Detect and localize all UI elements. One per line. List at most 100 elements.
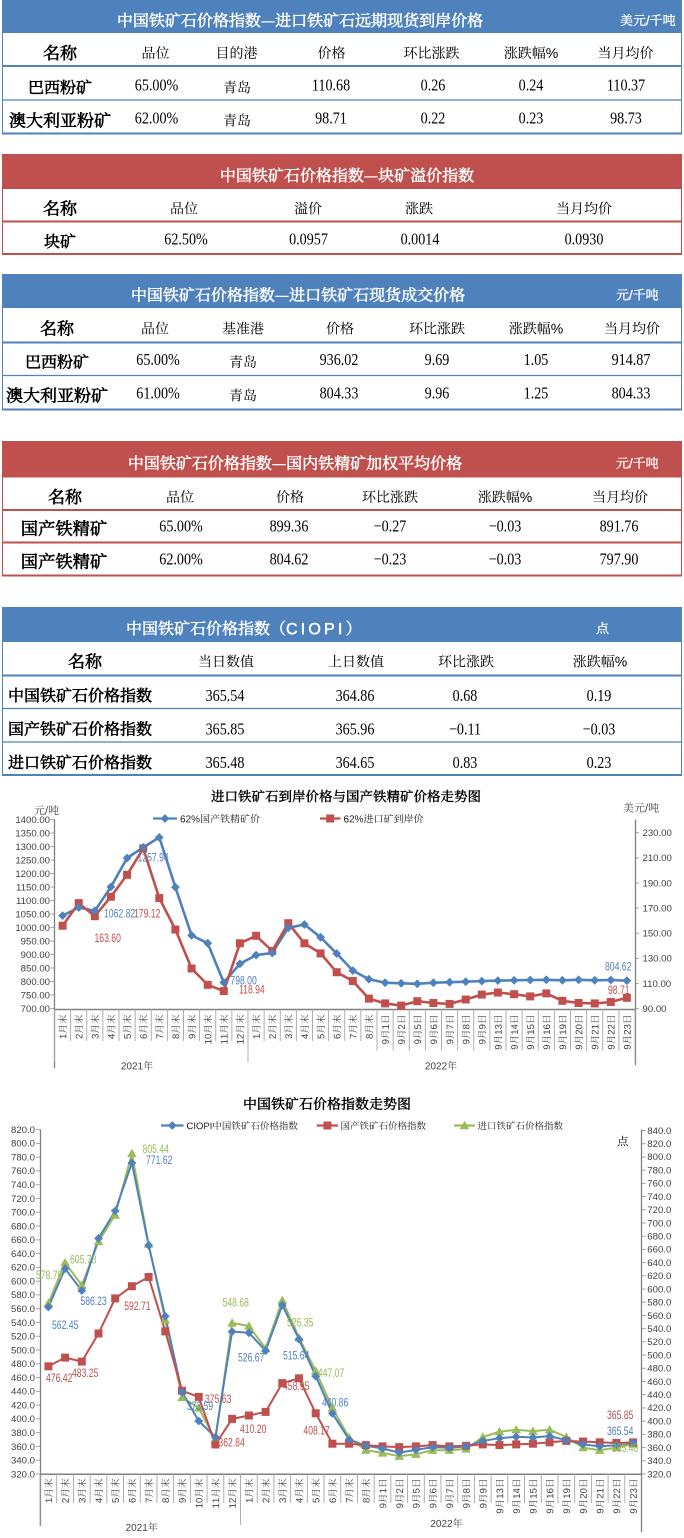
- svg-text:560.0: 560.0: [647, 1311, 671, 1322]
- svg-text:891.76: 891.76: [600, 518, 639, 536]
- svg-text:680.0: 680.0: [11, 1221, 35, 1232]
- svg-text:1.25: 1.25: [524, 385, 549, 403]
- svg-text:62.50%: 62.50%: [164, 231, 207, 249]
- svg-text:560.0: 560.0: [11, 1304, 35, 1315]
- svg-text:365.85: 365.85: [206, 721, 245, 739]
- svg-text:340.0: 340.0: [647, 1456, 671, 1467]
- svg-text:720.0: 720.0: [647, 1205, 671, 1216]
- svg-text:130.00: 130.00: [643, 954, 672, 965]
- svg-text:460.0: 460.0: [11, 1373, 35, 1384]
- svg-text:65.00%: 65.00%: [159, 518, 202, 536]
- svg-text:62.00%: 62.00%: [135, 110, 178, 128]
- svg-text:520.0: 520.0: [647, 1337, 671, 1348]
- svg-text:0.0014: 0.0014: [401, 231, 440, 249]
- svg-text:110.68: 110.68: [312, 77, 350, 95]
- svg-text:620.0: 620.0: [11, 1263, 35, 1274]
- svg-text:700.0: 700.0: [647, 1218, 671, 1229]
- svg-text:420.0: 420.0: [647, 1403, 671, 1414]
- svg-text:800.0: 800.0: [647, 1152, 671, 1163]
- svg-text:380.0: 380.0: [647, 1430, 671, 1441]
- svg-text:0.22: 0.22: [421, 110, 446, 128]
- svg-text:820.0: 820.0: [647, 1139, 671, 1150]
- svg-text:360.0: 360.0: [647, 1443, 671, 1454]
- svg-text:1257.94: 1257.94: [138, 853, 169, 865]
- svg-text:98.71: 98.71: [608, 985, 630, 997]
- svg-text:190.00: 190.00: [643, 878, 672, 889]
- svg-text:914.87: 914.87: [612, 351, 651, 369]
- svg-text:98.71: 98.71: [315, 110, 347, 128]
- svg-text:1.05: 1.05: [524, 351, 549, 369]
- svg-text:400.0: 400.0: [11, 1414, 35, 1425]
- svg-text:320.0: 320.0: [11, 1469, 35, 1480]
- svg-text:440.0: 440.0: [11, 1387, 35, 1398]
- svg-text:780.0: 780.0: [11, 1152, 35, 1163]
- svg-text:936.02: 936.02: [320, 351, 359, 369]
- svg-text:110.37: 110.37: [607, 77, 645, 95]
- svg-text:0.26: 0.26: [421, 77, 446, 95]
- svg-text:515.64: 515.64: [283, 1350, 310, 1362]
- svg-text:1250.00: 1250.00: [15, 855, 50, 866]
- svg-text:0.0930: 0.0930: [565, 231, 604, 249]
- svg-text:1400.00: 1400.00: [15, 815, 50, 826]
- svg-text:760.0: 760.0: [11, 1166, 35, 1177]
- svg-text:800.00: 800.00: [21, 977, 50, 988]
- svg-text:1050.00: 1050.00: [15, 909, 50, 920]
- svg-text:720.0: 720.0: [11, 1194, 35, 1205]
- svg-text:798.00: 798.00: [230, 975, 257, 987]
- svg-text:540.0: 540.0: [11, 1318, 35, 1329]
- svg-text:804.62: 804.62: [270, 551, 309, 569]
- svg-text:373.59: 373.59: [187, 1401, 214, 1413]
- svg-text:440.0: 440.0: [647, 1390, 671, 1401]
- svg-text:320.0: 320.0: [647, 1469, 671, 1480]
- svg-text:600.0: 600.0: [647, 1284, 671, 1295]
- svg-text:548.68: 548.68: [223, 1298, 250, 1310]
- svg-text:805.44: 805.44: [143, 1144, 170, 1156]
- svg-text:365.48: 365.48: [612, 1443, 639, 1455]
- svg-text:680.0: 680.0: [647, 1231, 671, 1242]
- svg-text:420.0: 420.0: [11, 1400, 35, 1411]
- svg-text:520.0: 520.0: [11, 1332, 35, 1343]
- svg-text:476.42: 476.42: [46, 1373, 73, 1385]
- svg-text:408.17: 408.17: [303, 1425, 330, 1437]
- svg-text:447.07: 447.07: [318, 1368, 345, 1380]
- svg-text:500.0: 500.0: [11, 1345, 35, 1356]
- svg-text:365.85: 365.85: [607, 1410, 634, 1422]
- svg-text:380.0: 380.0: [11, 1428, 35, 1439]
- svg-text:620.0: 620.0: [647, 1271, 671, 1282]
- svg-text:−0.23: −0.23: [374, 551, 407, 569]
- svg-text:700.0: 700.0: [11, 1208, 35, 1219]
- svg-text:170.00: 170.00: [643, 903, 672, 914]
- svg-text:578.76: 578.76: [36, 1270, 63, 1282]
- svg-text:1300.00: 1300.00: [15, 842, 50, 853]
- svg-text:460.0: 460.0: [647, 1377, 671, 1388]
- svg-text:0.68: 0.68: [453, 687, 478, 705]
- svg-text:1000.00: 1000.00: [15, 923, 50, 934]
- svg-text:365.54: 365.54: [206, 687, 245, 705]
- svg-text:1150.00: 1150.00: [16, 882, 50, 893]
- svg-text:526.35: 526.35: [287, 1318, 314, 1330]
- svg-text:1062.82: 1062.82: [104, 909, 135, 921]
- svg-text:640.0: 640.0: [647, 1258, 671, 1269]
- svg-text:740.0: 740.0: [647, 1192, 671, 1203]
- svg-text:771.62: 771.62: [146, 1155, 173, 1167]
- svg-text:62.00%: 62.00%: [159, 551, 202, 569]
- svg-text:660.0: 660.0: [647, 1245, 671, 1256]
- svg-text:458.95: 458.95: [283, 1381, 310, 1393]
- svg-text:0.23: 0.23: [587, 754, 612, 772]
- svg-text:179.12: 179.12: [134, 909, 161, 921]
- svg-text:0.19: 0.19: [587, 687, 612, 705]
- svg-text:−0.11: −0.11: [449, 721, 481, 739]
- svg-text:−0.03: −0.03: [489, 518, 522, 536]
- svg-text:65.00%: 65.00%: [135, 77, 178, 95]
- svg-text:480.0: 480.0: [647, 1364, 671, 1375]
- svg-text:0.83: 0.83: [453, 754, 478, 772]
- svg-text:375.63: 375.63: [205, 1394, 232, 1406]
- svg-text:526.67: 526.67: [238, 1353, 265, 1365]
- svg-text:98.73: 98.73: [610, 110, 642, 128]
- svg-text:950.00: 950.00: [21, 936, 50, 947]
- svg-text:364.86: 364.86: [336, 687, 375, 705]
- svg-text:540.0: 540.0: [647, 1324, 671, 1335]
- svg-text:750.00: 750.00: [21, 990, 50, 1001]
- svg-text:362.84: 362.84: [218, 1437, 245, 1449]
- svg-text:1350.00: 1350.00: [15, 828, 50, 839]
